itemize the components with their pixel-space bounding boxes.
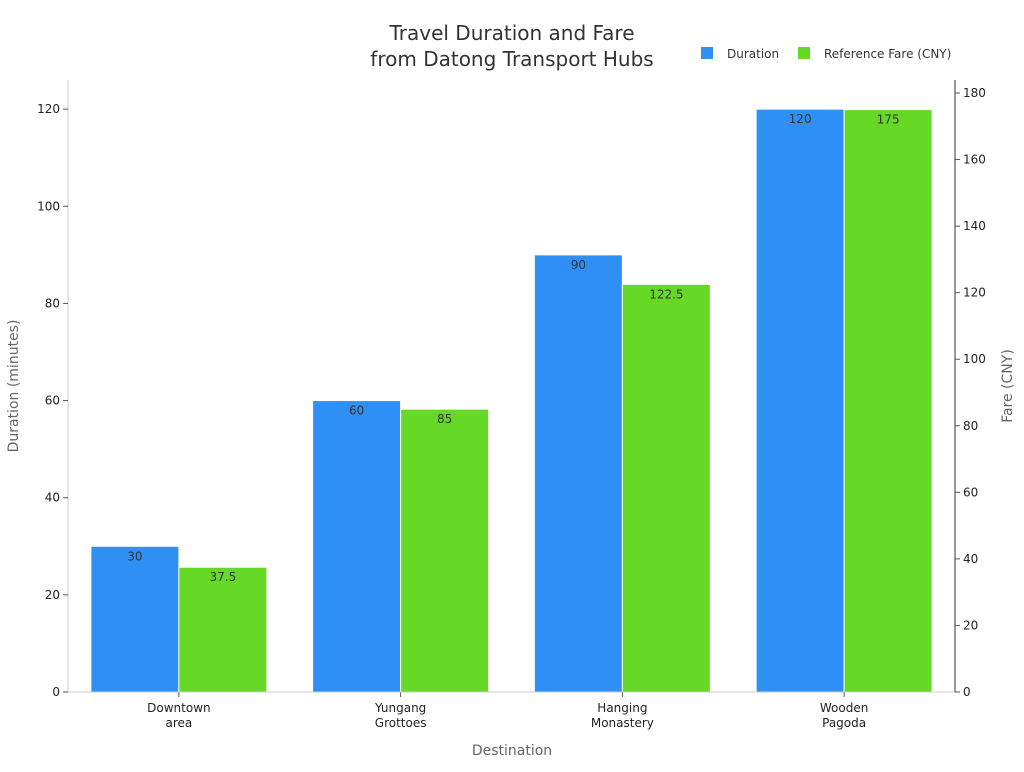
y2-tick-label: 60 (963, 485, 978, 499)
x-tick-label: Yungang (374, 701, 426, 715)
y2-tick-label: 40 (963, 552, 978, 566)
y-tick-label: 120 (37, 102, 60, 116)
bar-duration (90, 545, 180, 693)
data-label: 37.5 (210, 570, 237, 584)
legend-label-duration: Duration (727, 47, 779, 61)
bar-fare (843, 109, 933, 693)
y-tick-label: 40 (45, 491, 60, 505)
y2-tick-label: 20 (963, 618, 978, 632)
y2-axis-label: Fare (CNY) (1000, 349, 1016, 423)
x-axis-label: Destination (472, 743, 552, 759)
bar-duration (312, 400, 402, 693)
data-label: 175 (877, 113, 900, 127)
y-tick-label: 0 (52, 685, 60, 699)
chart-title-line-2: from Datong Transport Hubs (370, 47, 653, 71)
data-label: 90 (571, 258, 586, 272)
x-tick-label: Wooden (820, 701, 868, 715)
y-tick-label: 100 (37, 199, 60, 213)
x-tick-label: area (165, 716, 192, 730)
y2-tick-label: 160 (963, 153, 986, 167)
legend-swatch-fare (798, 47, 810, 59)
x-tick-label: Pagoda (822, 716, 866, 730)
y-tick-label: 60 (45, 394, 60, 408)
x-tick-label: Downtown (147, 701, 210, 715)
y2-tick-label: 0 (963, 685, 971, 699)
bar-fare (621, 283, 711, 693)
y2-tick-label: 120 (963, 286, 986, 300)
bar-duration (533, 254, 623, 693)
y-tick-label: 80 (45, 296, 60, 310)
bar-duration (755, 108, 845, 693)
y2-tick-label: 80 (963, 419, 978, 433)
data-label: 60 (349, 404, 364, 418)
y2-tick-label: 100 (963, 352, 986, 366)
chart-title-line-1: Travel Duration and Fare (388, 21, 634, 45)
bar-fare (178, 566, 268, 693)
x-tick-label: Hanging (597, 701, 647, 715)
bar-fare (400, 408, 490, 693)
x-tick-label: Grottoes (375, 716, 427, 730)
legend-swatch-duration (701, 47, 713, 59)
data-label: 85 (437, 412, 452, 426)
data-label: 122.5 (649, 287, 683, 301)
legend-label-fare: Reference Fare (CNY) (824, 47, 951, 61)
y2-tick-label: 180 (963, 86, 986, 100)
legend: Duration Reference Fare (CNY) (701, 47, 951, 61)
y-axis-label: Duration (minutes) (6, 320, 22, 453)
data-label: 30 (127, 549, 142, 563)
y2-tick-label: 140 (963, 219, 986, 233)
x-tick-label: Monastery (591, 716, 654, 730)
data-label: 120 (789, 112, 812, 126)
y-tick-label: 20 (45, 588, 60, 602)
